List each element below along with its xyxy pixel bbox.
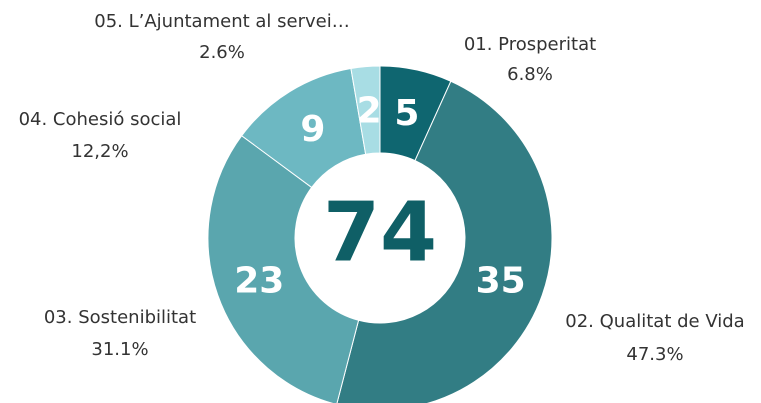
donut-hole (295, 153, 465, 323)
category-label: 03. Sostenibilitat (44, 307, 196, 328)
category-label: 04. Cohesió social (19, 109, 182, 130)
percent-label: 6.8% (507, 64, 553, 85)
category-label: 01. Prosperitat (464, 34, 596, 55)
percent-label: 47.3% (626, 344, 683, 365)
slice-label: 23 (234, 261, 284, 302)
center-total: 74 (323, 185, 437, 280)
percent-label: 31.1% (91, 339, 148, 360)
slice-label: 2 (357, 90, 382, 131)
slice-label: 9 (300, 109, 325, 150)
category-label: 05. L’Ajuntament al servei… (94, 11, 349, 32)
slice-label: 35 (476, 261, 526, 302)
category-label: 02. Qualitat de Vida (565, 311, 744, 332)
slice-label: 5 (394, 93, 419, 134)
percent-label: 2.6% (199, 42, 245, 63)
percent-label: 12,2% (71, 141, 128, 162)
